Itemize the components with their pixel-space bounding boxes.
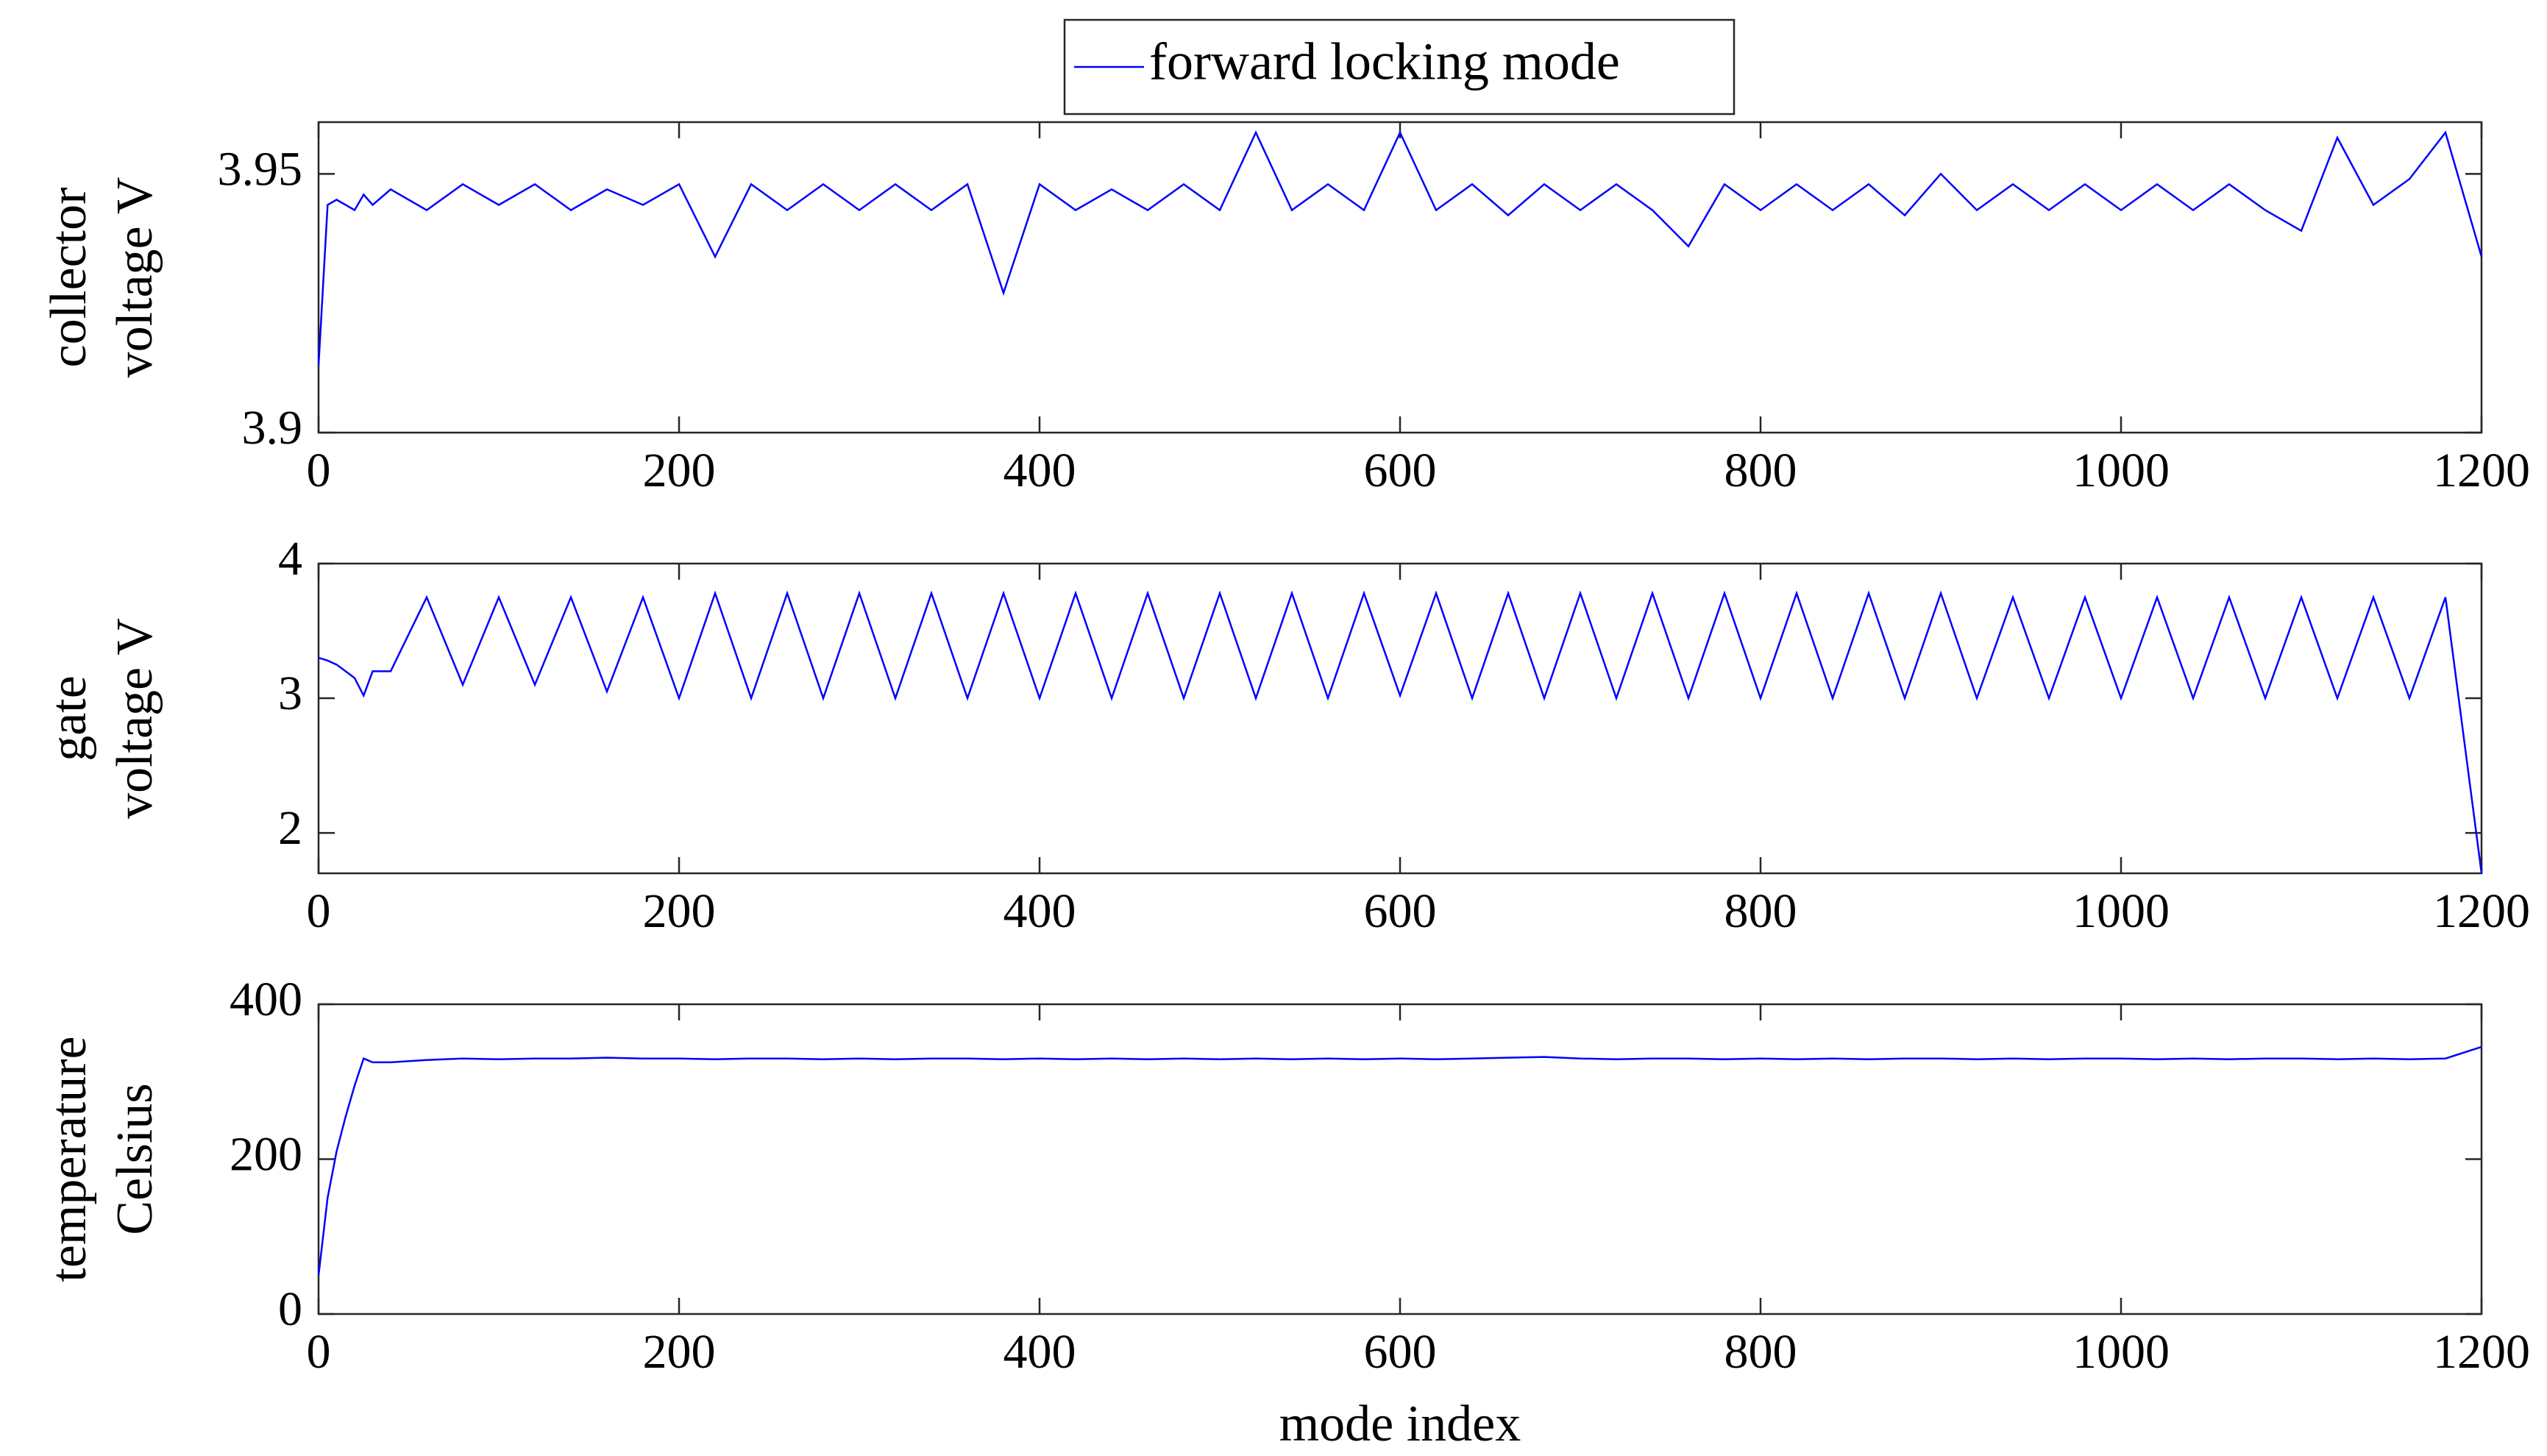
y-axis-label: temperature — [40, 1036, 97, 1282]
y-tick-label: 2 — [278, 801, 302, 855]
x-tick-label: 400 — [1003, 884, 1076, 938]
x-tick-label: 0 — [307, 884, 331, 938]
x-tick-label: 600 — [1364, 444, 1437, 497]
y-tick-label: 3.95 — [218, 142, 303, 196]
x-tick-label: 200 — [643, 444, 716, 497]
y-axis-label: collector — [40, 188, 97, 368]
x-tick-label: 600 — [1364, 884, 1437, 938]
axes-frame — [317, 121, 2483, 434]
y-axis-label: gate — [40, 675, 97, 761]
y-tick-label: 200 — [230, 1128, 302, 1182]
x-tick-label: 1200 — [2433, 444, 2530, 497]
axes-frame — [317, 1003, 2483, 1315]
x-tick-label: 200 — [643, 884, 716, 938]
y-tick-label: 3 — [278, 667, 302, 720]
x-tick-label: 600 — [1364, 1325, 1437, 1379]
y-axis-label: voltage V — [107, 177, 163, 378]
y-tick-label: 400 — [230, 973, 302, 1026]
x-tick-label: 400 — [1003, 1325, 1076, 1379]
y-tick-label: 3.9 — [242, 401, 303, 455]
legend-box — [1063, 18, 1736, 116]
x-tick-label: 400 — [1003, 444, 1076, 497]
y-axis-label: Celsius — [107, 1083, 163, 1235]
y-tick-label: 4 — [278, 532, 302, 586]
y-axis-label: voltage V — [107, 618, 163, 819]
x-tick-label: 1000 — [2072, 884, 2170, 938]
x-tick-label: 1000 — [2072, 444, 2170, 497]
x-tick-label: 800 — [1724, 1325, 1797, 1379]
axes-frame — [317, 562, 2483, 875]
x-tick-label: 0 — [307, 1325, 331, 1379]
x-axis-label: mode index — [1279, 1396, 1521, 1452]
x-tick-label: 1000 — [2072, 1325, 2170, 1379]
x-tick-label: 200 — [643, 1325, 716, 1379]
x-tick-label: 800 — [1724, 444, 1797, 497]
x-tick-label: 800 — [1724, 884, 1797, 938]
data-line — [318, 590, 2483, 874]
y-tick-label: 0 — [278, 1282, 302, 1336]
x-tick-label: 0 — [307, 444, 331, 497]
x-tick-label: 1200 — [2433, 1325, 2530, 1379]
data-line — [317, 130, 2483, 366]
x-tick-label: 1200 — [2433, 884, 2530, 938]
data-line — [317, 1045, 2482, 1276]
legend-label: forward locking mode — [1149, 32, 1620, 91]
